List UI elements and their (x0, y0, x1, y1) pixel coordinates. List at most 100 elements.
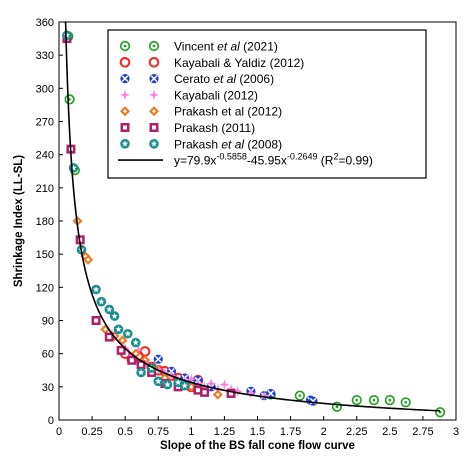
legend-fit-label: y=79.9x-0.5858-45.95x-0.2649 (R2=0.99) (174, 152, 373, 168)
data-point (113, 324, 124, 335)
x-axis: 0 0.25 0.5 0.75 1 1.25 1.5 1.75 2 2.25 2.5 2.75 3 (56, 416, 459, 438)
legend-text-part: Prakash et al (2012) (174, 105, 282, 119)
data-point (104, 332, 114, 342)
legend-text-part: (R (317, 154, 333, 168)
data-point (64, 94, 75, 105)
x-tick-label: 1.25 (214, 426, 235, 438)
legend-item: Vincent et al (2021) (119, 40, 278, 54)
legend-text-part: 2 (333, 152, 338, 162)
legend-text-part: (2021) (240, 40, 278, 54)
data-point (294, 390, 305, 401)
x-tick-label: 0.5 (118, 426, 133, 438)
x-tick-label: 2.75 (412, 426, 433, 438)
legend-text-part: et al (213, 72, 236, 86)
data-point (153, 354, 163, 364)
data-point (219, 379, 230, 390)
data-point (139, 346, 151, 357)
x-tick-label: 2.5 (382, 426, 397, 438)
data-point (232, 386, 243, 397)
data-point (245, 388, 257, 399)
data-point (136, 360, 146, 370)
data-point (258, 390, 270, 401)
data-point (109, 311, 120, 321)
data-point (193, 385, 203, 395)
data-point (212, 389, 223, 400)
data-point (162, 379, 173, 390)
data-point (136, 367, 146, 378)
legend-text-part: =0.99) (338, 154, 372, 168)
y-tick-label: 360 (36, 17, 54, 29)
legend-text-part: Prakash (2011) (174, 121, 255, 135)
legend-item: Kayabali & Yaldiz (2012) (119, 56, 304, 70)
legend-label: Prakash et al (2012) (174, 105, 282, 119)
legend-marker (120, 139, 130, 149)
legend-text-part: (2008) (244, 137, 282, 151)
x-tick-label: 3 (453, 426, 459, 438)
data-point (133, 345, 144, 356)
data-point (351, 395, 362, 406)
legend-label: Kayabali (2012) (174, 88, 258, 102)
legend-label: Kayabali & Yaldiz (2012) (174, 56, 304, 70)
y-tick-label: 60 (42, 349, 54, 361)
data-point (91, 284, 101, 295)
legend-marker (149, 139, 159, 149)
legend-text-part: -0.5858 (216, 152, 247, 162)
y-tick-label: 330 (36, 50, 54, 62)
data-point (104, 304, 115, 315)
y-axis-title: Shrinkage Index (LL-SL) (13, 155, 25, 287)
x-tick-label: 2 (321, 426, 327, 438)
data-point (205, 378, 217, 389)
legend-item: Kayabali (2012) (119, 88, 258, 102)
data-point (200, 387, 210, 397)
legend-marker (120, 74, 130, 84)
legend-marker (120, 106, 130, 117)
data-point (123, 328, 133, 339)
legend-label: Prakash (2011) (174, 121, 255, 135)
data-point (68, 163, 79, 173)
legend-marker (149, 123, 159, 132)
legend-text-part: Vincent (174, 40, 217, 54)
legend-text-part: Kayabali (2012) (174, 88, 258, 102)
y-tick-label: 270 (36, 117, 54, 129)
y-tick-label: 120 (36, 282, 54, 294)
legend-marker (148, 89, 160, 101)
data-point (186, 373, 197, 385)
legend-marker (120, 123, 130, 132)
data-point (96, 296, 107, 307)
legend-label: Vincent et al (2021) (174, 40, 278, 54)
data-point (91, 316, 101, 325)
legend-label: Prakash et al (2008) (174, 137, 282, 151)
legend-marker (119, 56, 131, 68)
data-point (435, 407, 446, 418)
x-tick-label: 1 (188, 426, 194, 438)
legend-text-part: et al (217, 40, 240, 54)
legend-text-part: y=79.9x (174, 154, 216, 168)
legend-item: Cerato et al (2006) (120, 72, 274, 86)
legend-marker (148, 40, 160, 52)
legend-box (107, 29, 427, 179)
legend-item: Prakash et al (2008) (120, 137, 282, 151)
legend-text-part: Prakash (174, 137, 221, 151)
data-point (384, 395, 395, 406)
x-tick-label: 0.75 (148, 426, 169, 438)
legend-item: Prakash et al (2012) (120, 105, 282, 119)
legend-marker (119, 40, 131, 52)
legend-text-part: et al (221, 137, 244, 151)
y-tick-label: 0 (48, 415, 54, 427)
data-point (179, 380, 190, 391)
y-tick-label: 240 (36, 150, 54, 162)
y-axis: 0 30 60 90 120 150 180 210 240 270 300 330 360 (36, 17, 63, 427)
data-point (400, 397, 411, 408)
data-point (226, 388, 236, 398)
legend-marker (149, 74, 159, 84)
data-point (308, 396, 318, 406)
data-point (83, 254, 94, 265)
legend-marker (149, 106, 159, 117)
data-point (368, 395, 380, 406)
x-tick-label: 0 (56, 426, 62, 438)
data-point (130, 337, 141, 348)
fit-curve (64, 21, 441, 412)
x-tick-label: 0.25 (81, 426, 102, 438)
series-7 (62, 30, 190, 391)
